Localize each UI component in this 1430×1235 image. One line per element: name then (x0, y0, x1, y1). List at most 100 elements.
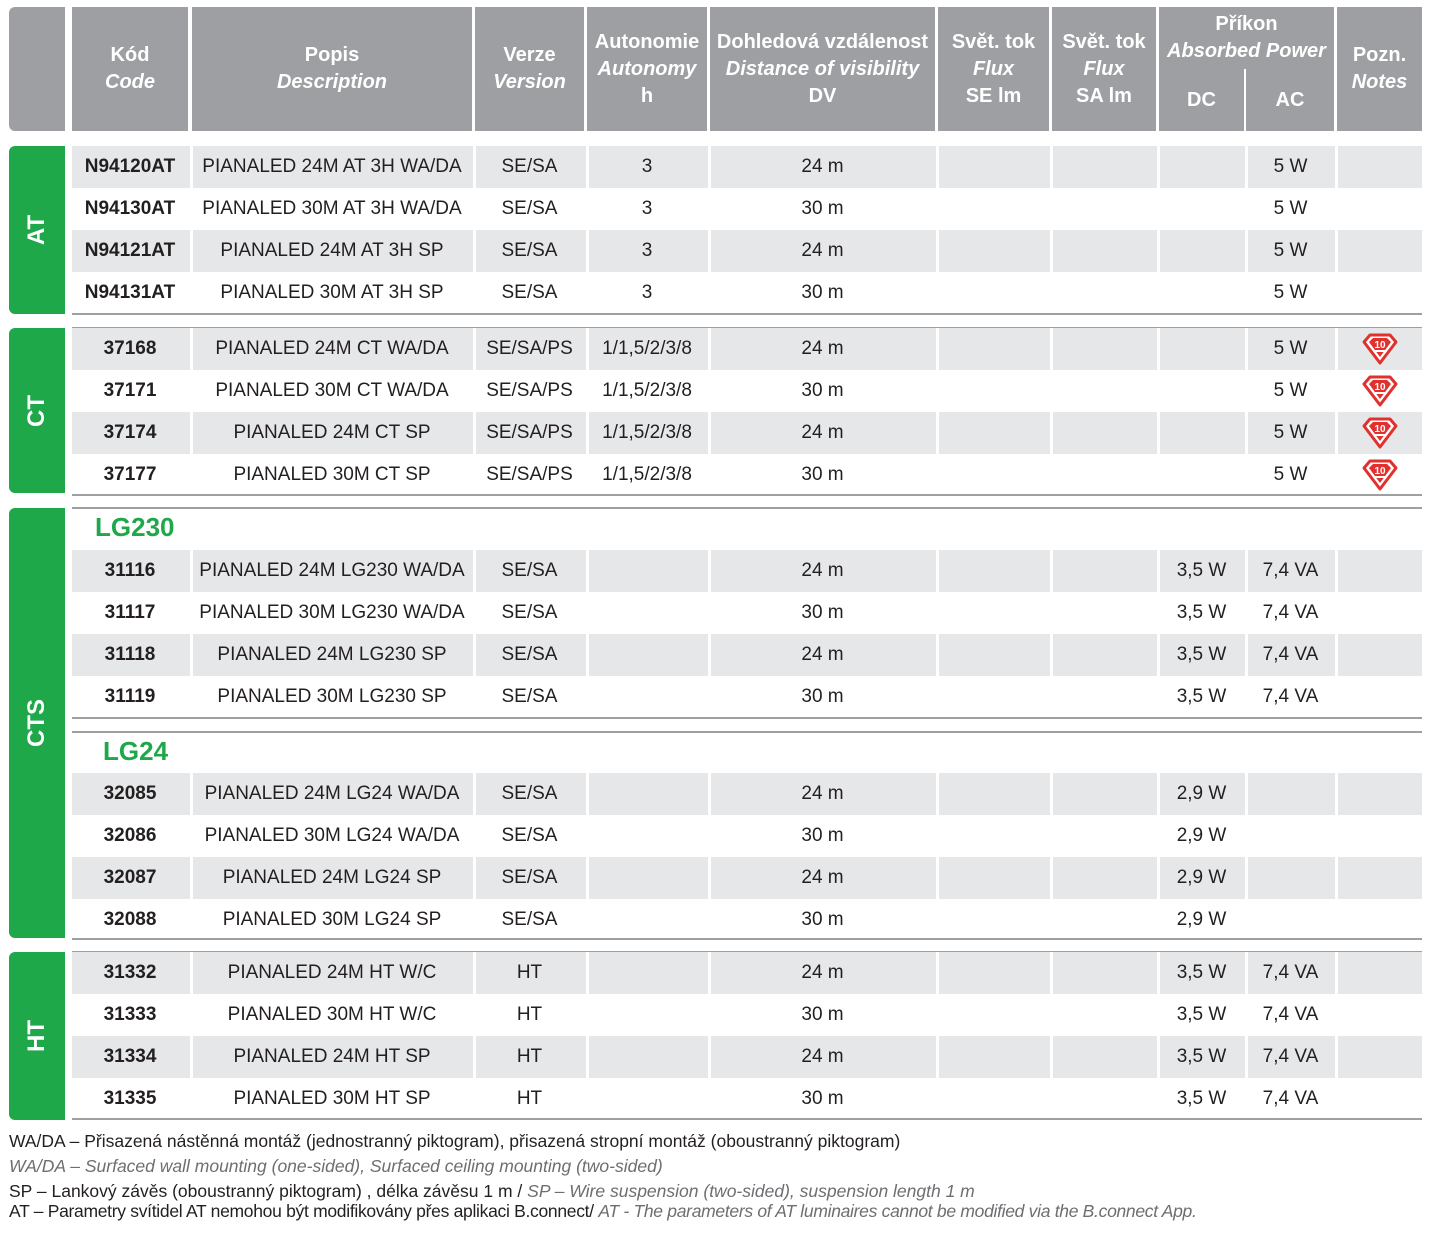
cell-code: 32085 (103, 783, 157, 804)
group-label-ht: HT (9, 952, 65, 1120)
column-separator (708, 857, 711, 899)
cell-flux-sa (1052, 634, 1156, 676)
group-bottom-rule (72, 717, 1422, 719)
cell-dc: 3,5 W (1176, 560, 1227, 581)
header-ac: AC (1275, 88, 1305, 111)
column-separator (1245, 1078, 1248, 1120)
cell-flux-sa (1052, 272, 1156, 314)
column-separator (1245, 857, 1248, 899)
column-separator (190, 676, 193, 718)
cell-autonomy (587, 1078, 707, 1120)
footnote-at: AT – Parametry svítidel AT nemohou být m… (9, 1201, 1197, 1221)
cell-version: SE/SA (501, 644, 558, 665)
column-separator (586, 1036, 589, 1078)
cell-code: 32088 (103, 909, 157, 930)
cell-flux-se (938, 1036, 1049, 1078)
cell-version: SE/SA (501, 825, 558, 846)
column-separator (190, 412, 193, 454)
cell-flux-se (938, 550, 1049, 592)
row-background (72, 952, 1422, 994)
column-separator (473, 773, 476, 815)
column-separator (1050, 1036, 1053, 1078)
header-autonomy: Autonomie Autonomy h (587, 7, 707, 131)
column-separator (1157, 188, 1160, 230)
column-separator (1245, 592, 1248, 634)
cell-flux-sa (1052, 1078, 1156, 1120)
cell-autonomy: 1/1,5/2/3/8 (602, 422, 692, 443)
cell-code: 37174 (103, 422, 157, 443)
column-separator (190, 1078, 193, 1120)
cell-code: 37177 (103, 464, 157, 485)
column-separator (190, 857, 193, 899)
column-separator (708, 146, 711, 188)
column-separator (1335, 857, 1338, 899)
row-background (72, 1036, 1422, 1078)
cell-ac: 5 W (1273, 422, 1308, 443)
cell-version: SE/SA/PS (486, 380, 573, 401)
column-separator (708, 328, 711, 370)
cell-autonomy (587, 857, 707, 899)
column-separator (1157, 370, 1160, 412)
cell-flux-sa (1052, 550, 1156, 592)
cell-dc (1159, 328, 1244, 370)
column-separator (473, 412, 476, 454)
column-separator (708, 454, 711, 496)
group-top-rule (72, 731, 1422, 733)
cell-ac: 5 W (1273, 240, 1308, 261)
header-blank (9, 7, 65, 131)
cell-flux-sa (1052, 146, 1156, 188)
cell-autonomy: 3 (641, 240, 653, 261)
cell-desc: PIANALED 24M LG230 WA/DA (199, 560, 465, 581)
cell-dv: 30 m (801, 1088, 844, 1109)
column-separator (708, 773, 711, 815)
column-separator (473, 815, 476, 857)
column-separator (1157, 454, 1160, 496)
column-separator (190, 146, 193, 188)
cell-flux-se (938, 634, 1049, 676)
column-separator (586, 146, 589, 188)
row-background (72, 857, 1422, 899)
cell-version: SE/SA/PS (486, 422, 573, 443)
column-separator (1335, 370, 1338, 412)
cell-desc: PIANALED 30M HT SP (233, 1088, 431, 1109)
cell-code: 31118 (104, 644, 156, 665)
column-separator (190, 592, 193, 634)
cell-version: SE/SA (501, 686, 558, 707)
cell-autonomy: 3 (641, 156, 653, 177)
footnote-wa-da-cz: WA/DA – Přisazená nástěnná montáž (jedno… (9, 1131, 901, 1151)
column-separator (586, 899, 589, 941)
cell-dc: 2,9 W (1176, 909, 1227, 930)
cell-flux-se (938, 592, 1049, 634)
column-separator (1157, 815, 1160, 857)
column-separator (1335, 328, 1338, 370)
cell-flux-sa (1052, 328, 1156, 370)
cell-flux-sa (1052, 370, 1156, 412)
column-separator (586, 994, 589, 1036)
cell-version: SE/SA (501, 867, 558, 888)
cell-code: 32087 (103, 867, 157, 888)
column-separator (1050, 412, 1053, 454)
column-separator (936, 1078, 939, 1120)
cell-version: HT (516, 1088, 543, 1109)
cell-desc: PIANALED 30M CT WA/DA (215, 380, 449, 401)
cell-code: N94121AT (84, 240, 176, 261)
column-separator (586, 592, 589, 634)
column-separator (1050, 773, 1053, 815)
header-notes: Pozn. Notes (1337, 7, 1422, 131)
column-separator (473, 146, 476, 188)
column-separator (1335, 952, 1338, 994)
column-separator (1157, 1036, 1160, 1078)
column-separator (473, 1078, 476, 1120)
column-separator (473, 952, 476, 994)
column-separator (936, 146, 939, 188)
column-separator (190, 188, 193, 230)
column-separator (473, 676, 476, 718)
cell-dv: 30 m (801, 909, 844, 930)
column-separator (936, 230, 939, 272)
cell-desc: PIANALED 30M AT 3H SP (220, 282, 444, 303)
cell-flux-sa (1052, 773, 1156, 815)
column-separator (1157, 328, 1160, 370)
cell-desc: PIANALED 30M LG24 SP (222, 909, 442, 930)
cell-code: 31119 (104, 686, 156, 707)
column-separator (1335, 1078, 1338, 1120)
